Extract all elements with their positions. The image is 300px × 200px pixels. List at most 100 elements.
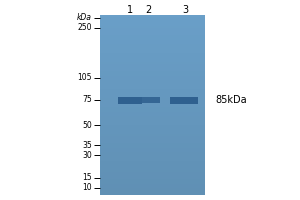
Bar xyxy=(100,163,205,164)
Bar xyxy=(100,22,205,24)
Bar xyxy=(100,65,205,67)
Bar xyxy=(100,168,205,170)
Bar xyxy=(100,154,205,155)
Bar xyxy=(100,28,205,29)
Bar xyxy=(100,46,205,47)
Bar xyxy=(100,83,205,85)
Text: 85kDa: 85kDa xyxy=(215,95,247,105)
Bar xyxy=(100,148,205,150)
Bar xyxy=(100,47,205,49)
Bar xyxy=(100,107,205,109)
Bar xyxy=(100,103,205,105)
Bar xyxy=(100,51,205,53)
Bar xyxy=(100,155,205,157)
Bar xyxy=(100,190,205,191)
Bar xyxy=(100,152,205,154)
Bar xyxy=(100,121,205,123)
Text: 50: 50 xyxy=(82,120,92,130)
Bar xyxy=(100,87,205,89)
Bar xyxy=(100,114,205,116)
Bar xyxy=(100,145,205,146)
Bar xyxy=(100,137,205,139)
Text: 250: 250 xyxy=(77,23,92,32)
Bar xyxy=(100,26,205,28)
Bar xyxy=(100,186,205,188)
Bar xyxy=(100,31,205,33)
Bar xyxy=(118,97,142,104)
Bar xyxy=(100,94,205,96)
Bar xyxy=(100,56,205,58)
Bar xyxy=(100,116,205,118)
Bar xyxy=(100,82,205,83)
Bar xyxy=(100,96,205,98)
Bar xyxy=(100,53,205,55)
Bar xyxy=(100,136,205,137)
Bar xyxy=(100,64,205,65)
Text: 1: 1 xyxy=(127,5,133,15)
Bar xyxy=(100,177,205,179)
Bar xyxy=(100,105,205,107)
Bar xyxy=(100,33,205,35)
Bar xyxy=(100,170,205,172)
Bar xyxy=(100,109,205,110)
Bar xyxy=(170,97,198,104)
Bar xyxy=(100,166,205,168)
Bar xyxy=(100,184,205,186)
Bar xyxy=(100,62,205,64)
Bar xyxy=(100,191,205,193)
Bar xyxy=(100,92,205,94)
Bar xyxy=(100,159,205,161)
Bar xyxy=(100,193,205,195)
Bar xyxy=(100,15,205,17)
Bar xyxy=(100,123,205,125)
Bar xyxy=(100,119,205,121)
Bar xyxy=(100,173,205,175)
Bar xyxy=(100,67,205,69)
Text: 15: 15 xyxy=(82,173,92,182)
Bar xyxy=(100,98,205,100)
Bar xyxy=(100,19,205,20)
Bar xyxy=(100,130,205,132)
Bar xyxy=(100,172,205,173)
Bar xyxy=(100,128,205,130)
Bar xyxy=(100,175,205,177)
Bar xyxy=(100,141,205,143)
Bar xyxy=(100,73,205,74)
Bar xyxy=(100,112,205,114)
Bar xyxy=(100,42,205,44)
Text: 10: 10 xyxy=(82,184,92,192)
Bar xyxy=(100,101,205,103)
Bar xyxy=(100,127,205,128)
Bar xyxy=(100,44,205,46)
Bar xyxy=(100,71,205,73)
Bar xyxy=(100,80,205,82)
Bar xyxy=(100,55,205,56)
Bar xyxy=(100,78,205,80)
Bar xyxy=(100,164,205,166)
Text: 3: 3 xyxy=(182,5,188,15)
Bar xyxy=(100,60,205,62)
Bar xyxy=(100,69,205,71)
Text: 30: 30 xyxy=(82,150,92,160)
Bar xyxy=(100,100,205,101)
Bar xyxy=(100,89,205,91)
Bar xyxy=(100,35,205,37)
Bar xyxy=(100,29,205,31)
Bar xyxy=(142,97,160,103)
Bar xyxy=(100,17,205,19)
Bar xyxy=(100,110,205,112)
Bar xyxy=(100,188,205,190)
Bar xyxy=(100,40,205,42)
Text: kDa: kDa xyxy=(77,14,92,22)
Bar xyxy=(100,74,205,76)
Bar xyxy=(100,91,205,92)
Text: 2: 2 xyxy=(145,5,151,15)
Bar xyxy=(100,20,205,22)
Bar xyxy=(100,146,205,148)
Bar xyxy=(100,134,205,136)
Bar xyxy=(100,38,205,40)
Bar xyxy=(100,143,205,145)
Bar xyxy=(100,76,205,78)
Text: 75: 75 xyxy=(82,96,92,104)
Bar xyxy=(100,24,205,26)
